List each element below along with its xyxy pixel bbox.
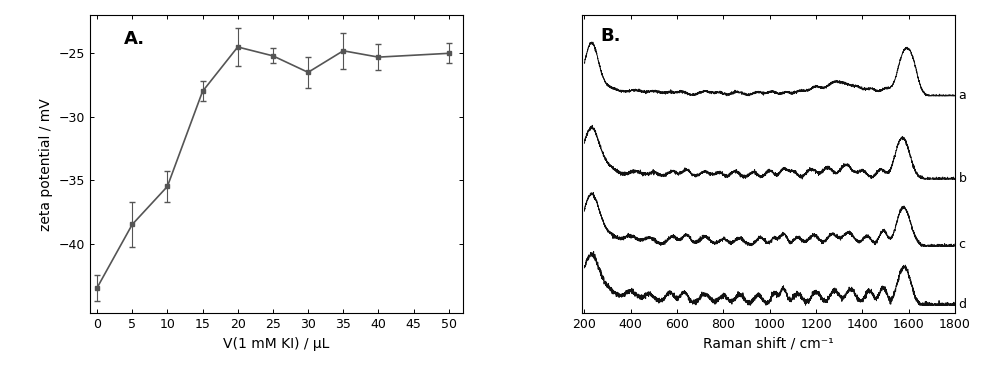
Text: B.: B. bbox=[601, 27, 621, 45]
X-axis label: V(1 mM KI) / μL: V(1 mM KI) / μL bbox=[223, 337, 330, 351]
X-axis label: Raman shift / cm⁻¹: Raman shift / cm⁻¹ bbox=[703, 337, 834, 351]
Text: A.: A. bbox=[124, 30, 145, 48]
Text: a: a bbox=[958, 89, 966, 102]
Y-axis label: zeta potential / mV: zeta potential / mV bbox=[39, 98, 53, 231]
Text: c: c bbox=[958, 238, 965, 251]
Text: d: d bbox=[958, 298, 966, 311]
Text: b: b bbox=[958, 173, 966, 186]
